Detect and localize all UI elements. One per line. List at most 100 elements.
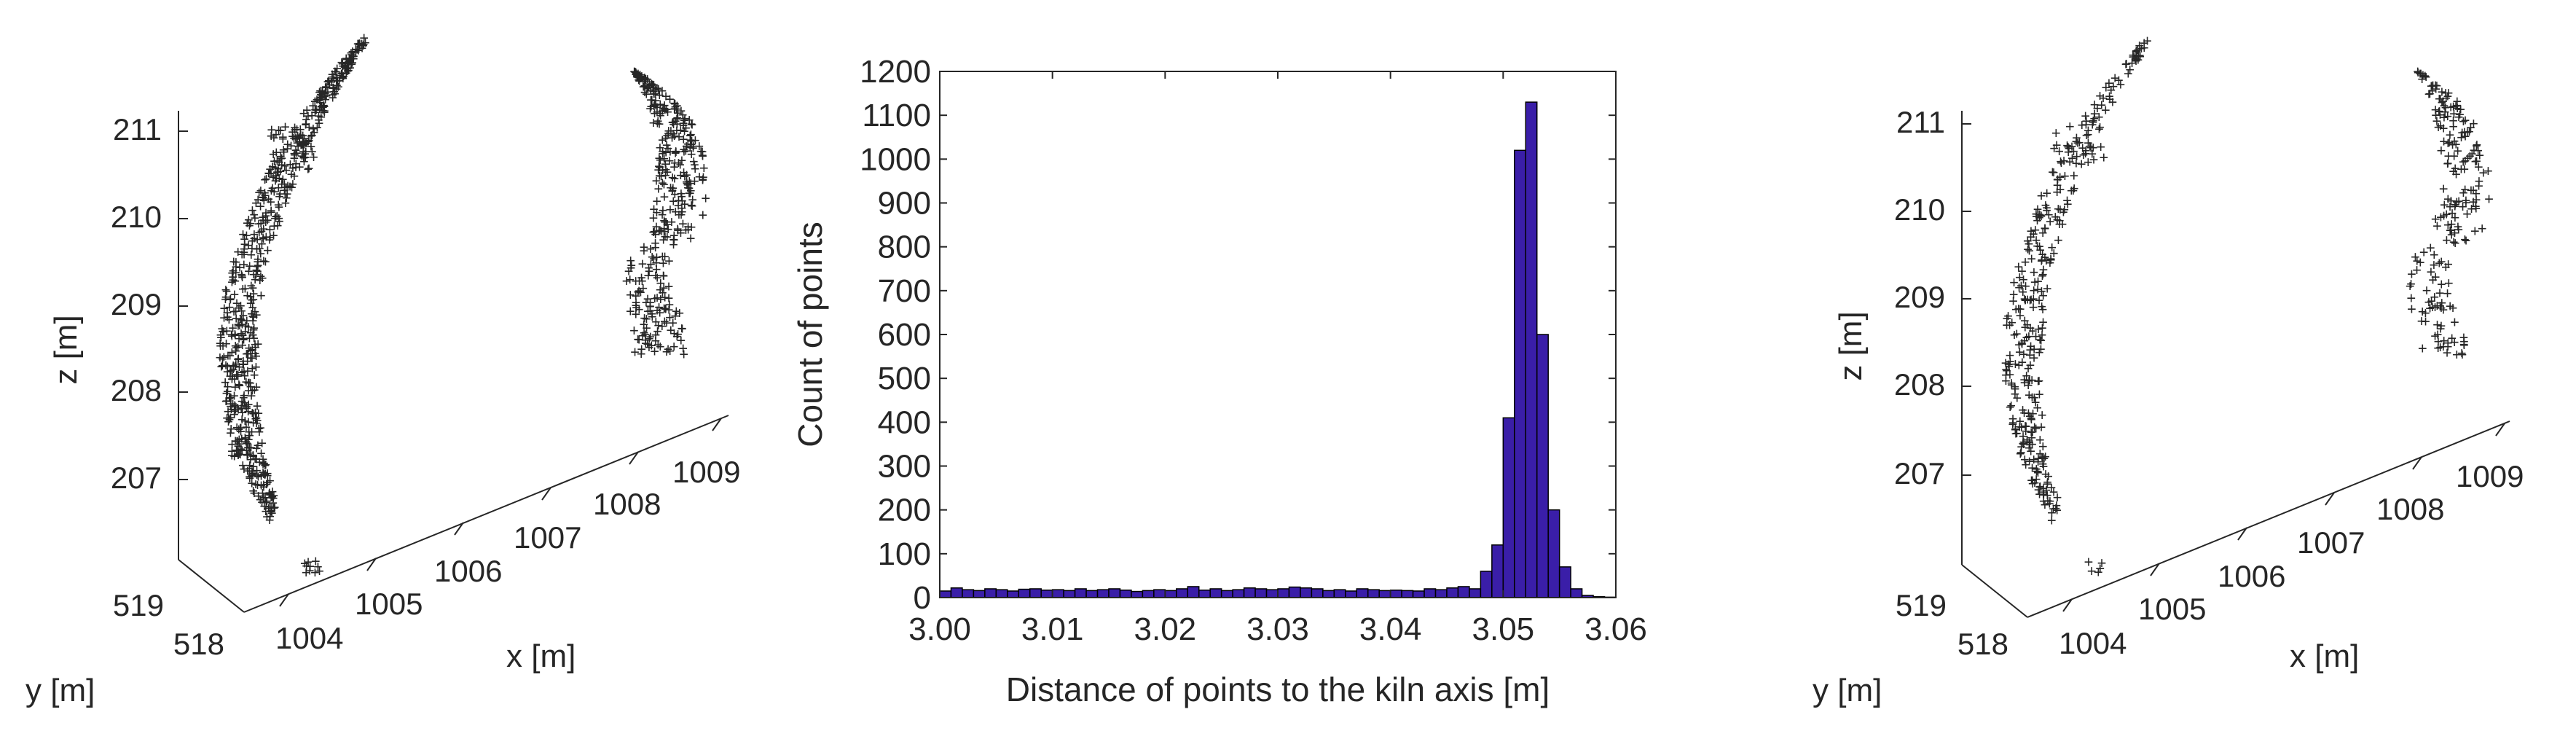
point-marker: + (245, 426, 254, 445)
point-marker: + (2444, 274, 2454, 292)
point-marker: + (637, 67, 646, 85)
point-marker: + (347, 50, 356, 68)
point-marker: + (358, 36, 368, 55)
point-marker: + (678, 106, 688, 124)
point-marker: + (289, 129, 299, 147)
point-marker: + (2007, 313, 2017, 332)
point-marker: + (261, 207, 270, 225)
point-marker: + (648, 248, 657, 266)
point-marker: + (672, 302, 681, 321)
point-marker: + (224, 409, 233, 427)
point-marker: + (229, 285, 239, 303)
point-marker: + (320, 87, 329, 105)
point-marker: + (651, 217, 661, 235)
point-marker: + (288, 127, 297, 145)
point-marker: + (259, 455, 268, 473)
point-marker: + (2448, 136, 2457, 154)
point-marker: + (229, 360, 238, 378)
point-marker: + (249, 206, 259, 224)
point-marker: + (238, 329, 248, 348)
point-marker: + (2043, 467, 2053, 485)
point-marker: + (2109, 77, 2118, 95)
point-marker: + (320, 101, 329, 120)
point-marker: + (239, 243, 248, 261)
point-marker: + (244, 374, 254, 392)
point-marker: + (325, 76, 334, 94)
point-marker: + (655, 115, 664, 133)
point-marker: + (253, 262, 262, 280)
histogram-bar (1209, 588, 1222, 598)
point-marker: + (2078, 146, 2088, 164)
point-marker: + (2072, 147, 2081, 165)
point-marker: + (2025, 439, 2034, 457)
point-marker: + (254, 420, 264, 438)
point-marker: + (2011, 424, 2021, 442)
histogram-bar (1277, 588, 1290, 598)
point-marker: + (315, 100, 324, 118)
point-marker: + (279, 143, 288, 161)
point-marker: + (227, 370, 237, 388)
point-marker: + (639, 315, 648, 333)
point-marker: + (276, 163, 286, 181)
point-marker: + (661, 155, 670, 173)
point-marker: + (651, 234, 660, 252)
point-marker: + (254, 487, 263, 505)
point-marker: + (667, 213, 676, 231)
point-marker: + (281, 178, 291, 196)
histogram-y-tick-label: 1100 (862, 98, 931, 133)
point-marker: + (295, 158, 305, 176)
point-marker: + (2451, 97, 2461, 115)
point-marker: + (672, 327, 682, 345)
histogram-bar (1389, 590, 1402, 598)
point-marker: + (269, 129, 278, 147)
point-marker: + (310, 101, 320, 119)
histogram-x-label: Distance of points to the kiln axis [m] (1006, 670, 1550, 708)
point-marker: + (2008, 413, 2018, 431)
point-marker: + (280, 117, 290, 136)
histogram-bar (1333, 589, 1346, 598)
point-marker: + (659, 149, 669, 168)
point-marker: + (307, 126, 317, 144)
point-marker: + (669, 125, 678, 143)
point-marker: + (243, 445, 253, 463)
point-marker: + (686, 127, 695, 145)
point-marker: + (307, 127, 316, 145)
point-marker: + (233, 243, 243, 261)
point-marker: + (221, 281, 231, 299)
point-marker: + (648, 76, 657, 94)
point-marker: + (2035, 206, 2044, 224)
point-marker: + (248, 482, 258, 500)
point-marker: + (2003, 307, 2013, 325)
point-marker: + (256, 214, 266, 232)
point-marker: + (236, 422, 246, 440)
point-marker: + (670, 95, 680, 113)
point-marker: + (315, 91, 324, 109)
point-marker: + (657, 317, 667, 335)
point-marker: + (304, 132, 313, 150)
point-marker: + (275, 153, 284, 171)
point-marker: + (2024, 376, 2033, 394)
point-marker: + (294, 133, 304, 151)
histogram-y-tick-label: 400 (878, 404, 931, 440)
point-marker: + (639, 78, 648, 96)
point-marker: + (2020, 311, 2030, 329)
point-marker: + (640, 77, 649, 95)
point-marker: + (226, 397, 235, 415)
point-marker: + (267, 203, 276, 221)
point-marker: + (2021, 418, 2030, 436)
point-marker: + (669, 100, 679, 118)
left-x-tick (629, 451, 639, 465)
point-marker: + (251, 475, 261, 493)
point-marker: + (223, 363, 232, 381)
point-marker: + (299, 104, 309, 122)
point-marker: + (251, 345, 260, 363)
point-marker: + (2067, 181, 2076, 200)
point-marker: + (265, 486, 275, 504)
point-marker: + (246, 439, 256, 457)
point-marker: + (642, 310, 651, 328)
point-marker: + (640, 309, 649, 327)
point-marker: + (630, 343, 640, 361)
point-marker: + (259, 251, 269, 270)
point-marker: + (2020, 450, 2030, 469)
point-marker: + (318, 82, 327, 101)
